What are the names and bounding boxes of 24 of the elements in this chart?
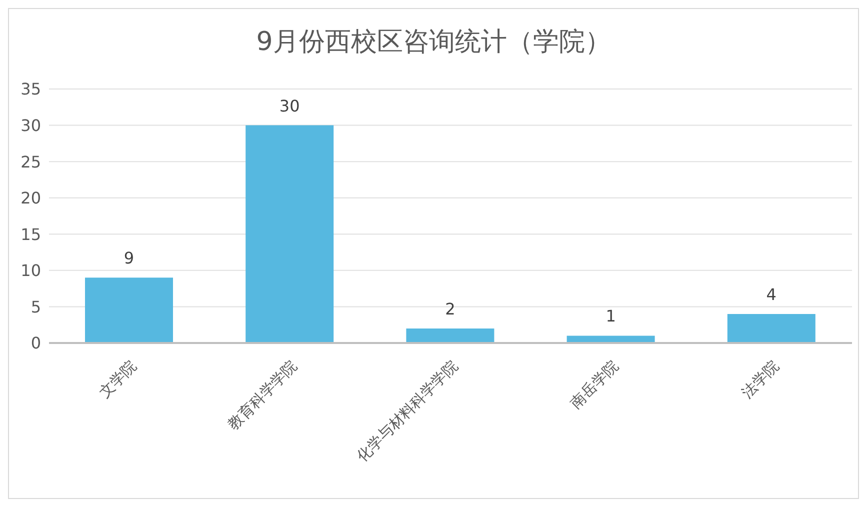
x-tick-label: 南岳学院 bbox=[566, 357, 622, 412]
y-tick-label: 35 bbox=[20, 80, 41, 99]
data-label: 1 bbox=[606, 306, 616, 326]
bar bbox=[727, 314, 816, 343]
data-label: 9 bbox=[124, 248, 134, 268]
y-tick-label: 5 bbox=[30, 297, 41, 316]
data-label: 4 bbox=[766, 284, 776, 304]
x-tick-label: 化学与材料科学学院 bbox=[353, 357, 462, 466]
y-tick-label: 30 bbox=[20, 116, 41, 135]
x-tick-label: 文学院 bbox=[96, 357, 140, 402]
bar bbox=[85, 278, 173, 343]
data-label: 2 bbox=[445, 299, 456, 318]
bar bbox=[566, 336, 655, 343]
bar bbox=[246, 125, 334, 343]
y-tick-label: 0 bbox=[30, 334, 41, 353]
chart-title: 9月份西校区咨询统计（学院） bbox=[255, 26, 612, 59]
data-label: 30 bbox=[279, 96, 300, 116]
y-tick-label: 20 bbox=[20, 188, 41, 208]
y-tick-label: 10 bbox=[20, 261, 41, 280]
x-tick-label: 教育科学学院 bbox=[224, 357, 301, 434]
y-tick-label: 15 bbox=[20, 224, 41, 244]
y-tick-label: 25 bbox=[20, 152, 41, 172]
bar bbox=[406, 328, 494, 343]
x-tick-label: 法学院 bbox=[738, 357, 782, 402]
